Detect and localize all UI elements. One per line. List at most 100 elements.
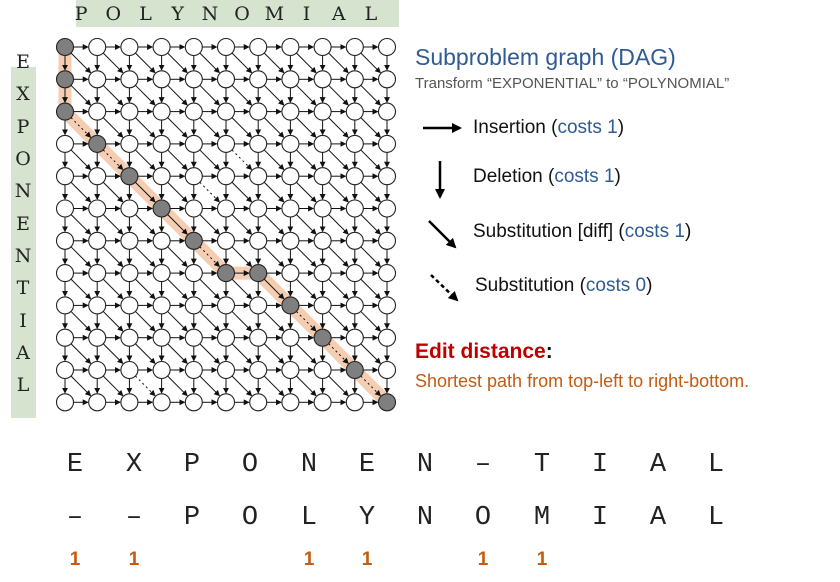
- alignment-top-char: I: [591, 450, 609, 480]
- legend-substitution-diff-close: ): [684, 221, 692, 242]
- match-edge: [231, 149, 253, 171]
- graph-edge: [167, 149, 188, 171]
- left-letter: O: [15, 148, 31, 171]
- alignment-bottom-char: O: [474, 503, 492, 533]
- graph-edge: [328, 117, 349, 138]
- left-letter: A: [16, 341, 30, 364]
- graph-node: [249, 102, 268, 121]
- graph-node: [313, 199, 332, 218]
- left-letter: E: [16, 51, 30, 74]
- alignment-bottom-char: –: [66, 503, 84, 533]
- graph-node: [345, 328, 364, 347]
- graph-node: [377, 167, 397, 186]
- graph-node: [281, 199, 300, 218]
- graph-edge: [135, 84, 156, 106]
- graph-node: [281, 70, 300, 89]
- legend-substitution-diff-cost: costs 1: [624, 221, 685, 242]
- graph-node: [184, 296, 203, 315]
- graph-node: [152, 37, 171, 57]
- graph-edge: [231, 52, 253, 74]
- graph-node: [152, 328, 171, 347]
- graph-node: [281, 231, 300, 250]
- alignment-top-char: T: [533, 450, 551, 480]
- graph-node: [152, 393, 171, 412]
- path-node: [88, 134, 107, 153]
- path-node: [249, 264, 268, 283]
- graph-node: [216, 360, 236, 380]
- graph-edge: [328, 181, 349, 203]
- graph-node: [313, 393, 332, 412]
- graph-edge: [328, 214, 349, 235]
- top-letter: I: [302, 3, 311, 25]
- legend-deletion: Deletion (costs 1): [473, 166, 621, 188]
- left-letter: P: [16, 115, 30, 138]
- top-letter: Y: [171, 3, 184, 25]
- path-node: [55, 102, 75, 121]
- top-letter: M: [264, 3, 285, 25]
- graph-node: [55, 264, 75, 283]
- graph-node: [313, 70, 332, 89]
- graph-node: [377, 70, 397, 89]
- graph-edge: [167, 214, 188, 235]
- graph-node: [216, 231, 236, 250]
- match-edge: [135, 375, 156, 397]
- legend-insertion: Insertion (costs 1): [473, 117, 624, 139]
- graph-node: [88, 37, 107, 57]
- graph-node: [88, 296, 107, 315]
- graph-edge: [296, 375, 317, 397]
- path-node: [184, 231, 203, 250]
- substitution-same-arrow-icon: [430, 274, 459, 302]
- graph-edge: [263, 375, 285, 397]
- graph-node: [313, 37, 332, 57]
- graph-node: [377, 199, 397, 218]
- legend-insertion-cost: costs 1: [557, 117, 618, 138]
- alignment-bottom-char: M: [533, 503, 551, 533]
- graph-node: [249, 393, 268, 412]
- graph-edge: [102, 246, 124, 268]
- graph-edge: [263, 117, 285, 138]
- graph-edge: [360, 117, 381, 138]
- graph-node: [249, 134, 268, 153]
- graph-node: [184, 328, 203, 347]
- graph-node: [120, 231, 139, 250]
- graph-edge: [360, 84, 381, 106]
- legend-substitution-diff-label: Substitution [diff] (: [473, 221, 625, 242]
- graph-edge: [263, 149, 285, 171]
- graph-node: [249, 37, 268, 57]
- graph-node: [184, 264, 203, 283]
- graph-node: [281, 167, 300, 186]
- graph-node: [216, 328, 236, 347]
- graph-edge: [70, 84, 92, 106]
- legend-substitution-same-cost: costs 0: [585, 275, 647, 296]
- graph-edge: [199, 214, 220, 235]
- graph-node: [120, 360, 139, 380]
- graph-node: [184, 360, 203, 380]
- alignment-cost: 1: [536, 549, 548, 570]
- edit-distance-colon: :: [545, 340, 553, 363]
- alignment-bottom-char: –: [125, 503, 143, 533]
- substitution-diff-arrow-icon: [428, 220, 457, 249]
- alignment-top-char: P: [183, 450, 201, 480]
- graph-edge: [360, 278, 381, 300]
- graph-edge: [102, 214, 124, 235]
- graph-node: [184, 70, 203, 89]
- graph-edge: [199, 149, 220, 171]
- graph-node: [281, 102, 300, 121]
- legend-substitution-same-close: ): [646, 275, 653, 296]
- graph-edge: [263, 214, 285, 235]
- graph-node: [249, 296, 268, 315]
- left-letter: L: [16, 374, 30, 397]
- graph-node: [184, 199, 203, 218]
- alignment-bottom-char: L: [707, 503, 725, 533]
- edit-distance-title: Edit distance:: [415, 340, 553, 364]
- graph-edge: [167, 375, 188, 397]
- legend-substitution-diff: Substitution [diff] (costs 1): [473, 221, 691, 243]
- graph-edge: [263, 278, 285, 300]
- legend-insertion-close: ): [617, 117, 625, 138]
- graph-edge: [135, 246, 156, 268]
- graph-node: [345, 102, 364, 121]
- graph-node: [120, 328, 139, 347]
- graph-node: [152, 134, 171, 153]
- graph-node: [345, 393, 364, 412]
